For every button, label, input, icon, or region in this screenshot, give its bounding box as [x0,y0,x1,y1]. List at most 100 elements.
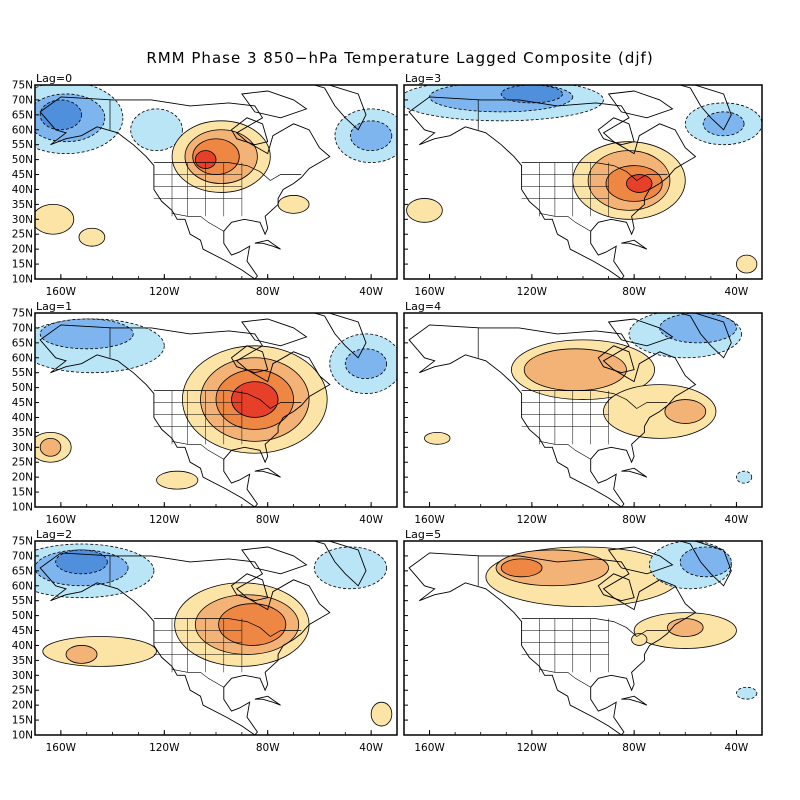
panels-group: Lag=075N70N65N60N55N50N45N40N35N30N25N20… [12,72,763,754]
warm-anomaly-contour [631,633,648,646]
coastline [408,324,697,507]
coastline [678,85,732,131]
x-tick-label: 80W [622,286,646,298]
coastline [230,345,269,374]
coastlines [39,313,367,507]
coastline [607,90,674,119]
x-tick-label: 160W [46,286,77,298]
warm-anomaly-contour [39,437,62,457]
y-tick-label: 75N [12,308,33,320]
warm-anomaly-contour [35,203,75,235]
warm-anomaly-contour [78,227,106,247]
coastline [678,313,732,359]
coastline [621,239,648,250]
warm-anomaly-contour [42,636,157,667]
border-line [521,390,668,409]
coastline [607,546,674,575]
coastline [408,552,697,735]
y-tick-label: 45N [12,397,33,409]
x-tick-label: 120W [517,742,548,754]
y-tick-label: 70N [12,94,33,106]
warm-anomaly-contour [500,558,543,578]
cold-anomaly-contour [350,120,393,152]
y-tick-label: 45N [12,169,33,181]
cold-anomaly-contour [736,470,753,484]
cold-anomaly-contour [130,108,183,152]
border-line [539,213,591,232]
figure-title: RMM Phase 3 850−hPa Temperature Lagged C… [146,49,653,67]
coastline [39,96,331,279]
anomaly-field [404,85,762,274]
y-tick-label: 35N [12,199,33,211]
cold-anomaly-contour [736,686,758,700]
cold-anomaly-contour [344,348,388,380]
y-tick-label: 65N [12,337,33,349]
cold-anomaly-contour [679,546,732,578]
y-tick-label: 10N [12,730,33,742]
y-tick-label: 35N [12,655,33,667]
border-line [153,390,302,409]
warm-anomaly-contour [218,603,287,646]
panel-label: Lag=1 [36,300,72,313]
coastline [621,467,648,478]
y-tick-label: 50N [12,154,33,166]
x-tick-label: 120W [149,514,180,526]
coastline [39,324,331,507]
warm-anomaly-contour [626,174,653,193]
coastline [254,239,281,250]
y-tick-label: 50N [12,382,33,394]
x-tick-label: 40W [359,286,383,298]
warm-anomaly-contour [424,431,451,445]
y-tick-label: 15N [12,487,33,499]
y-tick-label: 20N [12,472,33,484]
x-tick-label: 80W [256,742,280,754]
cold-anomaly-contour [55,549,108,575]
border-line [153,618,302,637]
border-line [521,162,668,181]
x-tick-label: 160W [414,742,445,754]
y-tick-label: 50N [12,610,33,622]
cold-anomaly-contour [659,313,737,344]
panel-label: Lag=2 [36,528,72,541]
coastline [597,573,635,602]
y-tick-label: 40N [12,412,33,424]
coastline [621,695,648,706]
y-tick-label: 30N [12,670,33,682]
coastline [241,546,308,575]
cold-anomaly-contour [313,546,388,590]
y-tick-label: 60N [12,124,33,136]
x-tick-label: 80W [256,286,280,298]
warm-anomaly-contour [406,198,443,223]
border-line [539,441,591,460]
x-tick-label: 120W [517,514,548,526]
y-tick-label: 20N [12,700,33,712]
warm-anomaly-contour [736,254,758,274]
coastlines [39,85,367,279]
coastline [607,318,674,347]
panel-label: Lag=5 [405,528,441,541]
y-tick-label: 25N [12,229,33,241]
x-tick-label: 160W [414,514,445,526]
coastline [597,345,635,374]
coastline [678,541,732,587]
x-tick-label: 40W [725,514,749,526]
y-tick-label: 55N [12,139,33,151]
y-tick-label: 75N [12,80,33,92]
warm-anomaly-contour [277,195,310,214]
panel-label: Lag=0 [36,72,72,85]
cold-anomaly-contour [39,99,82,131]
x-tick-label: 40W [725,742,749,754]
coastline [408,96,697,279]
y-tick-label: 75N [12,536,33,548]
coastline [312,541,367,587]
border-line [171,441,224,460]
y-tick-label: 30N [12,442,33,454]
y-tick-label: 10N [12,274,33,286]
coastlines [408,541,732,735]
warm-anomaly-contour [156,470,199,490]
warm-anomaly-contour [370,701,393,727]
warm-anomaly-contour [231,381,279,418]
y-tick-label: 10N [12,502,33,514]
